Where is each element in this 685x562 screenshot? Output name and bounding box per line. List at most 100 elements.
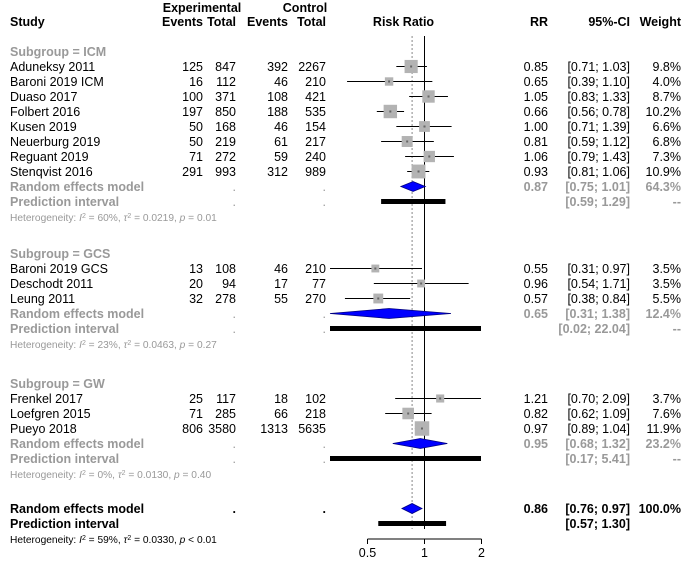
study-name: Stenqvist 2016 — [10, 165, 93, 179]
exp-events: 291 — [182, 165, 203, 179]
exp-events: 50 — [189, 120, 203, 134]
exp-total: 850 — [215, 105, 236, 119]
x-tick-label: 2 — [478, 546, 485, 560]
x-tick-label: 1 — [421, 546, 428, 560]
study-name: Frenkel 2017 — [10, 392, 83, 406]
study-name: Reguant 2019 — [10, 150, 89, 164]
overall-prediction-label: Prediction interval — [10, 517, 119, 531]
header-weight: Weight — [640, 15, 682, 29]
exp-total: 272 — [215, 150, 236, 164]
exp-events: 100 — [182, 90, 203, 104]
subgroup-model-dot: . — [323, 180, 326, 194]
subgroup-prediction-bar — [330, 326, 481, 331]
subgroup-model-label: Random effects model — [10, 180, 144, 194]
subgroup-prediction-dot: . — [233, 452, 236, 466]
ctrl-total: 5635 — [298, 422, 326, 436]
exp-events: 20 — [189, 277, 203, 291]
study-point — [439, 397, 442, 400]
subgroup-prediction-dot: . — [233, 195, 236, 209]
header-exp-total: Total — [207, 15, 236, 29]
study-ci: [0.59; 1.12] — [567, 135, 630, 149]
header-study: Study — [10, 15, 45, 29]
subgroup-prediction-dot: . — [323, 322, 326, 336]
overall-rr: 0.86 — [524, 502, 548, 516]
subgroup-model-dot: . — [323, 437, 326, 451]
study-rr: 0.55 — [524, 262, 548, 276]
study-weight: 10.9% — [646, 165, 681, 179]
study-weight: 7.6% — [653, 407, 682, 421]
overall-prediction-bar — [378, 521, 447, 526]
study-weight: 10.2% — [646, 105, 681, 119]
subgroup-heterogeneity: Heterogeneity: I2 = 23%, τ2 = 0.0463, p … — [10, 340, 217, 352]
ctrl-total: 270 — [305, 292, 326, 306]
study-point — [389, 110, 392, 113]
ctrl-events: 17 — [274, 277, 288, 291]
ctrl-total: 217 — [305, 135, 326, 149]
study-name: Pueyo 2018 — [10, 422, 77, 436]
subgroup-prediction-dot: . — [323, 195, 326, 209]
subgroup-label: Subgroup = GCS — [10, 247, 110, 261]
subgroup-model-rr: 0.65 — [524, 307, 548, 321]
subgroup-model-weight: 64.3% — [646, 180, 681, 194]
ctrl-events: 108 — [267, 90, 288, 104]
study-name: Baroni 2019 ICM — [10, 75, 104, 89]
x-tick-label: 0.5 — [359, 546, 376, 560]
study-weight: 7.3% — [653, 150, 682, 164]
study-ci: [0.39; 1.10] — [567, 75, 630, 89]
ctrl-total: 210 — [305, 75, 326, 89]
header-experimental: Experimental — [163, 1, 242, 15]
subgroup-model-rr: 0.95 — [524, 437, 548, 451]
study-name: Leung 2011 — [10, 292, 75, 306]
study-rr: 0.65 — [524, 75, 548, 89]
overall-model-dot: . — [323, 502, 326, 516]
subgroup-heterogeneity: Heterogeneity: I2 = 0%, τ2 = 0.0130, p =… — [10, 470, 211, 482]
study-ci: [0.70; 2.09] — [567, 392, 630, 406]
subgroup-diamond — [399, 181, 427, 192]
header-rr: RR — [530, 15, 548, 29]
study-ci: [0.31; 0.97] — [567, 262, 630, 276]
study-weight: 3.5% — [653, 262, 682, 276]
ctrl-events: 55 — [274, 292, 288, 306]
subgroup-heterogeneity: Heterogeneity: I2 = 60%, τ2 = 0.0219, p … — [10, 213, 217, 225]
exp-events: 25 — [189, 392, 203, 406]
subgroup-prediction-ci: [0.17; 5.41] — [565, 452, 630, 466]
study-point — [410, 65, 413, 68]
subgroup-model-ci: [0.75; 1.01] — [565, 180, 630, 194]
study-ci: [0.79; 1.43] — [567, 150, 630, 164]
subgroup-prediction-label: Prediction interval — [10, 195, 119, 209]
exp-total: 108 — [215, 262, 236, 276]
exp-total: 117 — [216, 392, 236, 406]
subgroup-prediction-label: Prediction interval — [10, 322, 119, 336]
exp-total: 278 — [215, 292, 236, 306]
exp-events: 32 — [189, 292, 203, 306]
header-control: Control — [283, 1, 327, 15]
study-rr: 1.00 — [524, 120, 548, 134]
overall-heterogeneity: Heterogeneity: I2 = 59%, τ2 = 0.0330, p … — [10, 535, 217, 547]
study-rr: 0.81 — [524, 135, 548, 149]
study-rr: 0.96 — [524, 277, 548, 291]
study-ci: [0.83; 1.33] — [567, 90, 630, 104]
subgroup-prediction-weight: -- — [673, 452, 681, 466]
subgroup-model-weight: 23.2% — [646, 437, 681, 451]
study-point — [388, 80, 391, 83]
exp-events: 71 — [189, 150, 203, 164]
header-risk-ratio: Risk Ratio — [373, 15, 434, 29]
ctrl-total: 989 — [305, 165, 326, 179]
exp-total: 3580 — [208, 422, 236, 436]
study-ci: [0.89; 1.04] — [567, 422, 630, 436]
study-rr: 1.05 — [524, 90, 548, 104]
header-ci: 95%-CI — [588, 15, 630, 29]
exp-events: 71 — [189, 407, 203, 421]
exp-total: 285 — [215, 407, 236, 421]
study-weight: 5.5% — [653, 292, 682, 306]
study-point — [407, 412, 410, 415]
study-point — [423, 125, 426, 128]
study-ci: [0.56; 0.78] — [567, 105, 630, 119]
subgroup-model-dot: . — [233, 437, 236, 451]
study-point — [420, 282, 423, 285]
study-weight: 8.7% — [653, 90, 682, 104]
ctrl-events: 46 — [274, 120, 288, 134]
study-rr: 0.97 — [524, 422, 548, 436]
study-weight: 4.0% — [653, 75, 682, 89]
